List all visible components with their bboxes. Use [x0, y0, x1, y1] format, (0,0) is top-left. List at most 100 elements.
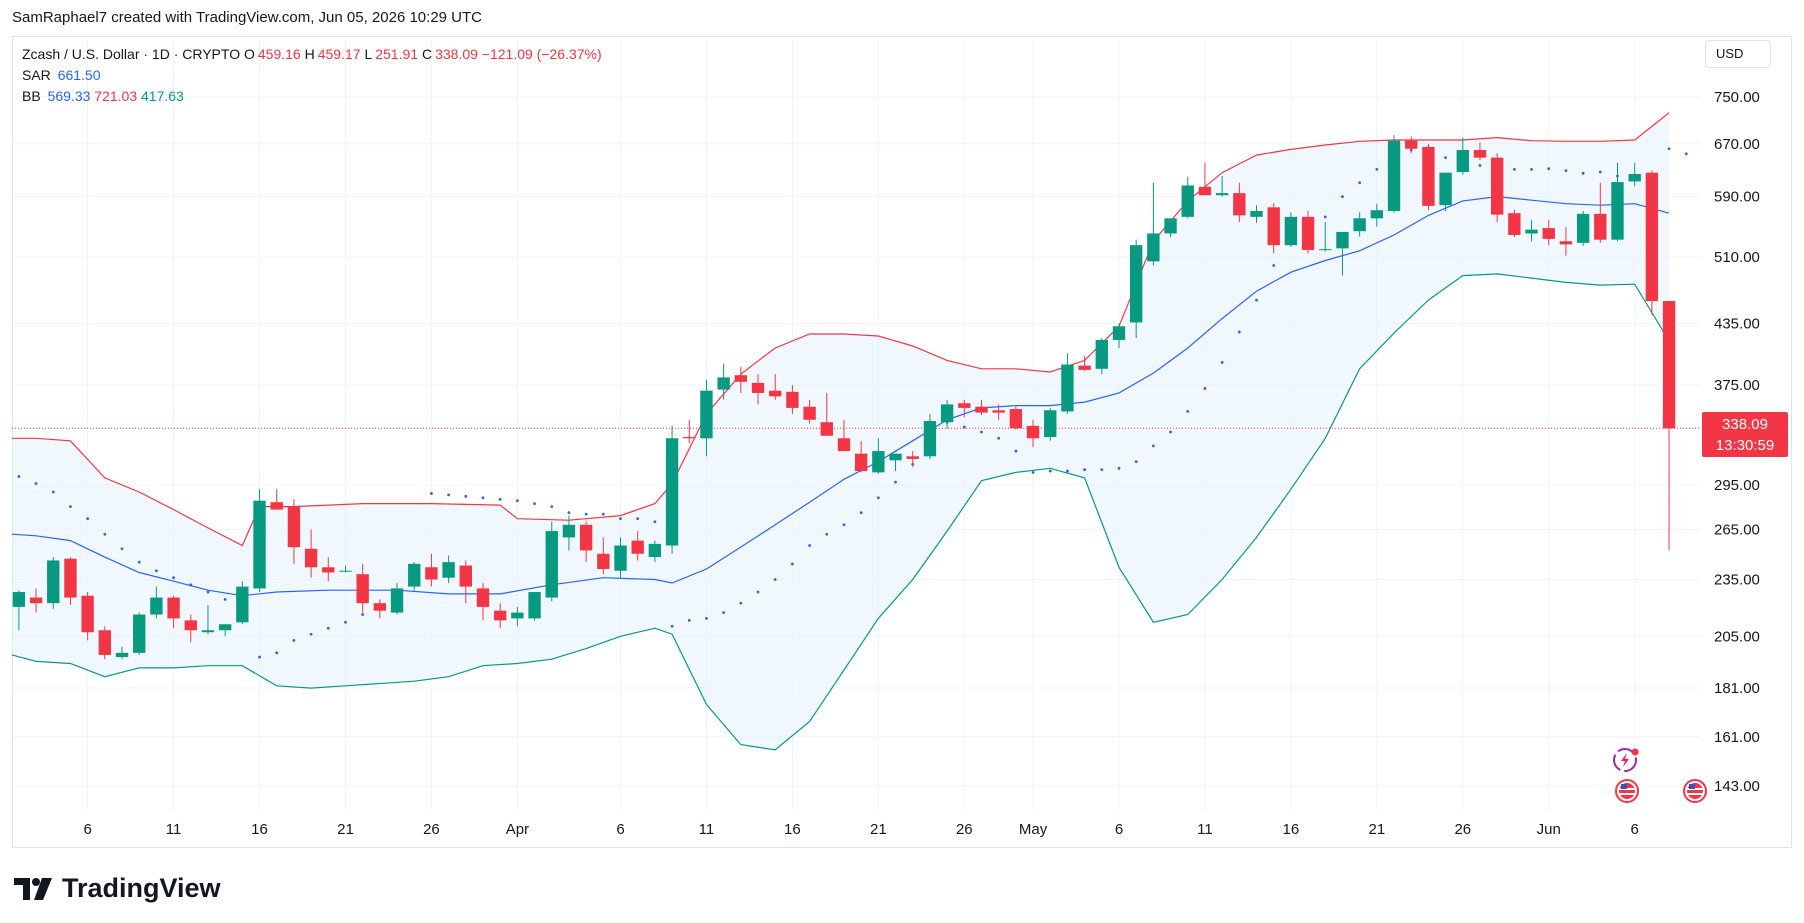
sar-dot	[34, 482, 38, 485]
sar-row[interactable]: SAR 661.50	[22, 65, 602, 86]
bb-row[interactable]: BB 569.33 721.03 417.63	[22, 86, 602, 107]
sar-dot	[258, 655, 261, 659]
candle	[751, 374, 765, 405]
time-tick-label: 11	[1197, 821, 1213, 838]
candle-body	[425, 567, 438, 580]
candle	[322, 557, 335, 582]
candle	[1044, 407, 1057, 441]
sar-dot	[790, 562, 794, 566]
tradingview-logo[interactable]: TradingView	[14, 873, 221, 904]
candle-body	[511, 612, 524, 619]
candle-body	[923, 420, 937, 457]
currency-selector[interactable]: USD	[1705, 40, 1771, 68]
candle	[1026, 419, 1040, 448]
sar-dot	[223, 598, 227, 601]
sar-dot	[1066, 469, 1069, 473]
sar-dot	[1255, 298, 1258, 302]
time-tick-label: 6	[1115, 821, 1123, 838]
candle-body	[992, 410, 1005, 413]
candle	[1508, 209, 1521, 238]
candle-body	[1456, 150, 1469, 173]
sar-dot	[1530, 167, 1533, 171]
us-flag-event-icon[interactable]	[1615, 779, 1639, 803]
sar-dot	[619, 517, 622, 521]
candle-body	[1284, 216, 1298, 246]
sar-dot	[1169, 430, 1172, 434]
candle	[64, 557, 77, 606]
sar-dot	[206, 590, 210, 594]
candle	[1233, 182, 1246, 223]
brand-name: TradingView	[62, 873, 221, 903]
sar-dot	[1667, 147, 1671, 151]
candle-body	[1611, 182, 1624, 240]
sar-dot	[1598, 170, 1602, 174]
candle	[1250, 205, 1263, 223]
candle	[304, 529, 318, 578]
candle-body	[1525, 229, 1538, 234]
sar-dot	[808, 544, 811, 547]
sar-dot	[636, 517, 640, 521]
sar-dot	[1375, 167, 1379, 171]
sar-dot	[670, 624, 674, 628]
candle	[665, 425, 679, 554]
time-tick-label: Jun	[1537, 821, 1561, 838]
sar-dot	[464, 494, 468, 498]
candle	[786, 385, 799, 414]
candle-body	[442, 562, 455, 578]
sar-dot	[722, 611, 726, 615]
candle-body	[889, 453, 902, 461]
candle-body	[1645, 172, 1659, 302]
candle	[1542, 219, 1555, 246]
candle	[236, 581, 249, 625]
candle-body	[837, 438, 851, 452]
candle	[597, 537, 610, 575]
candle-body	[12, 592, 26, 607]
sar-dot	[567, 511, 571, 514]
symbol-title[interactable]: Zcash / U.S. Dollar · 1D · CRYPTO	[22, 46, 241, 62]
sar-label: SAR	[22, 67, 51, 83]
candle	[511, 606, 524, 627]
candle-body	[98, 630, 112, 655]
candle-body	[579, 524, 593, 551]
candle-body	[253, 500, 266, 589]
candle	[1181, 176, 1194, 219]
candle	[1490, 153, 1504, 223]
candle	[150, 586, 163, 619]
sar-value: 661.50	[57, 67, 101, 83]
us-flag-event-icon[interactable]	[1683, 779, 1707, 803]
candle-body	[1508, 213, 1521, 236]
candle-body	[958, 403, 971, 408]
candle	[1387, 135, 1401, 213]
sar-dot	[120, 547, 124, 551]
candle	[1456, 137, 1469, 175]
candle	[1439, 172, 1452, 211]
candle-body	[1353, 218, 1366, 232]
time-tick-label: 21	[870, 821, 887, 838]
candle-body	[665, 438, 679, 546]
candle-body	[1095, 339, 1108, 369]
candle	[12, 590, 26, 631]
sar-dot	[1220, 361, 1224, 364]
candle-body	[751, 382, 765, 393]
sar-dot	[344, 620, 347, 624]
price-tick-label: 181.00	[1714, 680, 1760, 697]
lightning-event-icon[interactable]	[1613, 748, 1639, 772]
candle-body	[1147, 233, 1160, 262]
time-tick-label: Apr	[506, 821, 529, 838]
candle	[493, 603, 507, 629]
time-tick-label: 26	[1454, 821, 1471, 838]
candle-body	[906, 456, 919, 459]
candle-body	[339, 570, 352, 572]
candle-body	[1061, 364, 1074, 412]
candle-body	[1164, 218, 1177, 234]
candle	[1576, 210, 1590, 246]
tradingview-logo-icon	[14, 877, 52, 900]
sar-dot	[756, 590, 760, 594]
time-tick-label: 6	[83, 821, 91, 838]
candle	[1559, 227, 1573, 256]
candle-body	[717, 377, 730, 390]
time-tick-label: 16	[251, 821, 268, 838]
candle-body	[1112, 326, 1126, 340]
candle-body	[597, 553, 610, 569]
